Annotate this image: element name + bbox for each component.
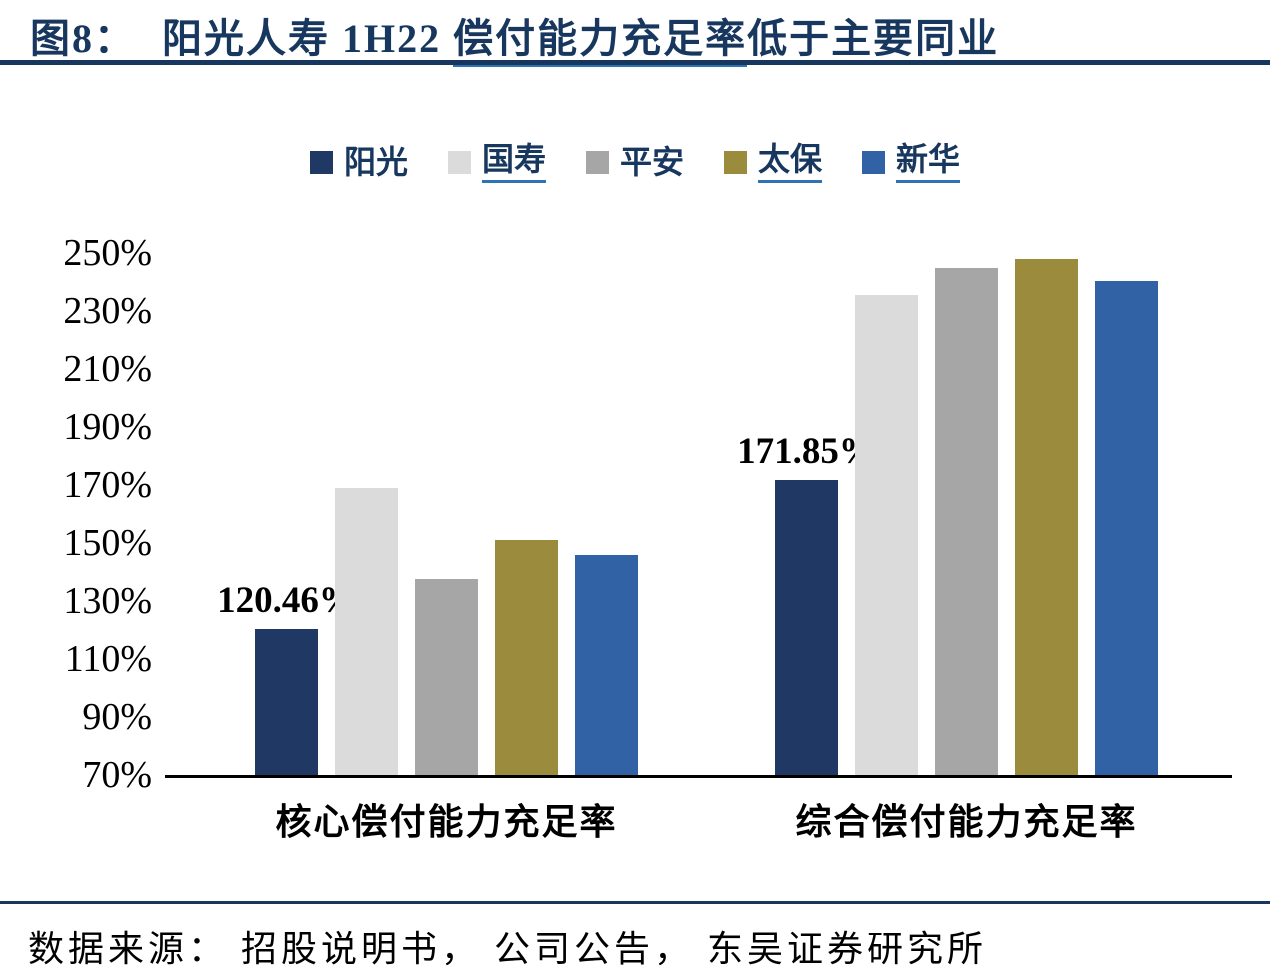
legend-label: 国寿 — [481, 141, 546, 184]
figure-number: 图8： — [30, 16, 136, 61]
chart-bar — [1015, 258, 1078, 775]
chart-bar — [575, 554, 638, 775]
y-axis-tick-label: 130% — [63, 580, 152, 622]
legend-item: 平安 — [585, 144, 684, 180]
legend-item: 新华 — [862, 141, 961, 184]
title-text-after-underline: 低于主要同业 — [747, 16, 1000, 61]
y-axis-tick-label: 210% — [63, 348, 152, 390]
x-axis-category-label: 核心偿付能力充足率 — [275, 802, 618, 842]
legend-label: 平安 — [619, 144, 684, 180]
bar-value-label: 120.46% — [217, 579, 356, 621]
title-text-before-underline: 阳光人寿 1H22 — [162, 16, 454, 61]
y-axis-tick-label: 250% — [63, 232, 152, 274]
title-underlined-text: 偿付能力充足率 — [453, 16, 748, 67]
chart-legend: 阳光 国寿 平安 太保 新华 — [0, 141, 1270, 184]
chart-bar — [775, 479, 838, 775]
legend-item: 阳光 — [309, 144, 408, 180]
title-divider — [0, 60, 1270, 65]
chart-bar — [495, 540, 558, 775]
chart-bar — [855, 295, 918, 775]
legend-item: 国寿 — [447, 141, 546, 184]
y-axis-tick-label: 190% — [63, 406, 152, 448]
chart-bar — [1095, 280, 1158, 775]
chart-bar — [335, 487, 398, 775]
y-axis-tick-label: 170% — [63, 464, 152, 506]
legend-item: 太保 — [724, 141, 823, 184]
legend-label: 新华 — [896, 141, 961, 184]
bar-value-label: 171.85% — [737, 430, 876, 472]
footer-divider — [0, 901, 1270, 904]
y-axis-tick-label: 70% — [82, 754, 152, 796]
chart-bar — [935, 267, 998, 775]
x-axis-category-label: 综合偿付能力充足率 — [795, 802, 1138, 842]
x-axis-line — [165, 775, 1232, 778]
legend-swatch — [862, 151, 886, 175]
chart-bar — [255, 628, 318, 775]
legend-label: 阳光 — [343, 144, 408, 180]
legend-swatch — [447, 151, 471, 175]
y-axis-tick-label: 110% — [64, 638, 152, 680]
y-axis-tick-label: 150% — [63, 522, 152, 564]
legend-swatch — [585, 151, 609, 175]
legend-label: 太保 — [758, 141, 823, 184]
legend-swatch — [724, 151, 747, 175]
y-axis-tick-label: 90% — [82, 696, 152, 738]
data-source: 数据来源： 招股说明书， 公司公告， 东吴证券研究所 — [28, 929, 988, 969]
y-axis-tick-label: 230% — [63, 290, 152, 332]
legend-swatch — [309, 151, 333, 175]
figure-title: 图8： 阳光人寿 1H22 偿付能力充足率低于主要同业 — [30, 6, 1000, 67]
chart-bar — [415, 579, 478, 775]
